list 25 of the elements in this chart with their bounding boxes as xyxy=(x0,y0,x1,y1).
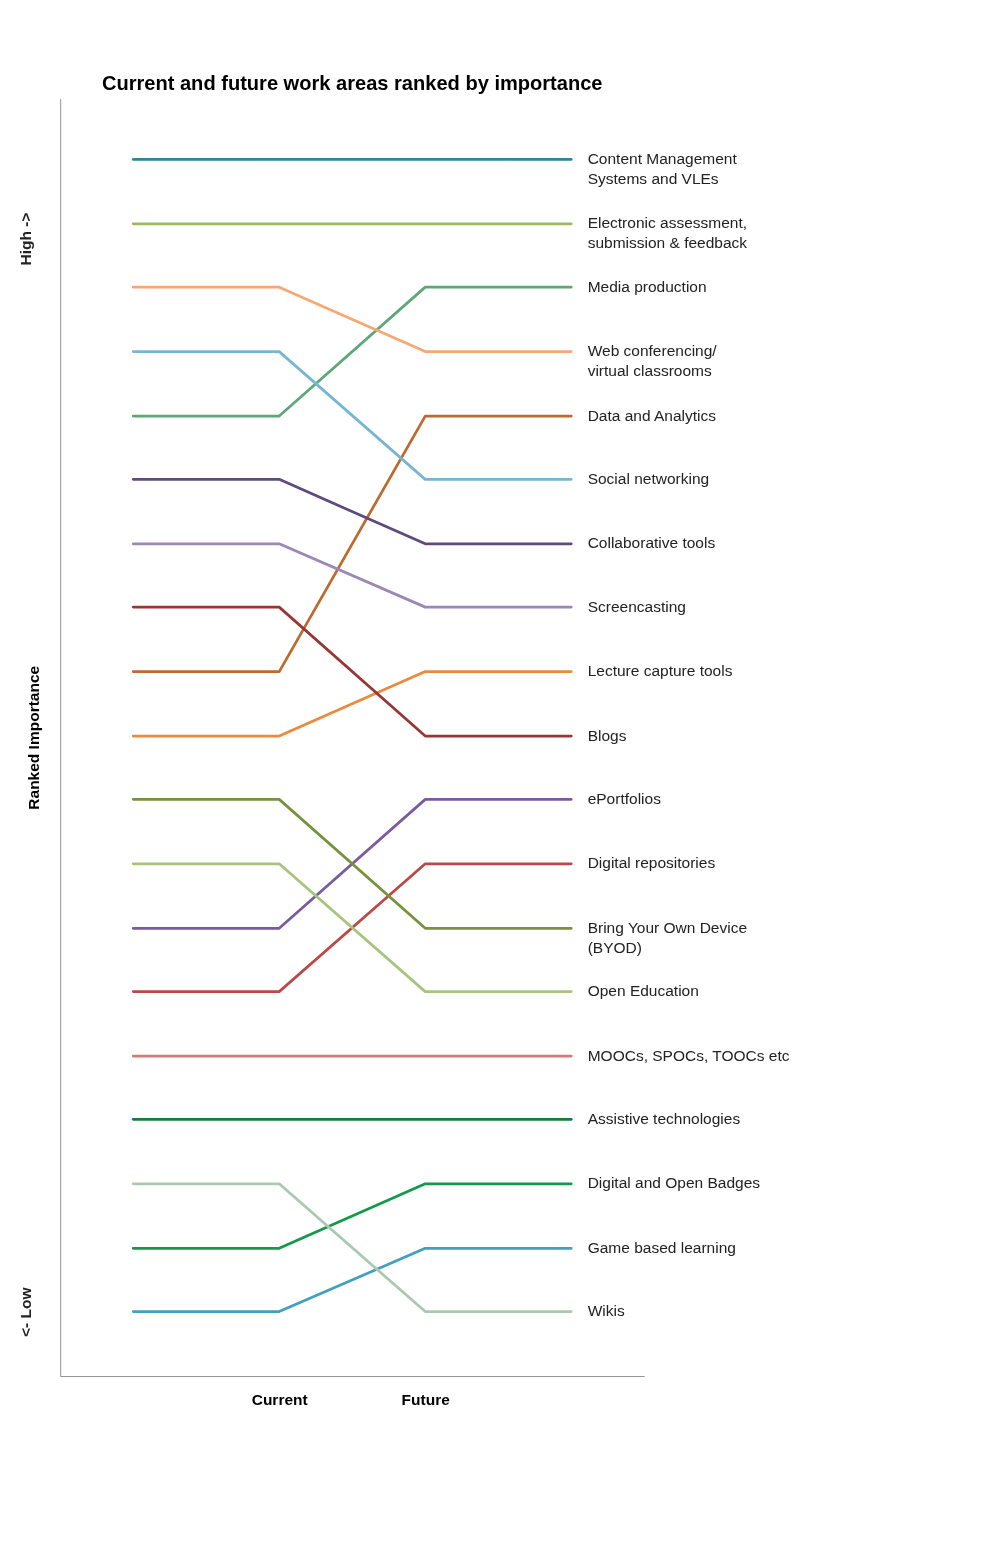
series-label: Digital repositories xyxy=(587,854,716,872)
x-tick-label: Current xyxy=(251,1390,308,1408)
series-label: Assistive technologies xyxy=(587,1109,741,1127)
text: <- Low xyxy=(17,1286,35,1337)
series-label: Bring Your Own Device (BYOD) xyxy=(587,918,748,956)
series-label: Collaborative tools xyxy=(587,534,716,552)
series-label: Media production xyxy=(587,277,707,295)
series-label: Blogs xyxy=(587,726,627,744)
series-label: Wikis xyxy=(587,1302,625,1320)
text: High -> xyxy=(17,212,35,266)
series-label: Web conferencing/ virtual classrooms xyxy=(587,342,718,380)
series-label: Screencasting xyxy=(587,597,686,615)
series-label: Open Education xyxy=(587,982,699,1000)
series-label: MOOCs, SPOCs, TOOCs etc xyxy=(587,1046,790,1064)
series-label: Digital and Open Badges xyxy=(587,1174,761,1192)
y-axis-title: Ranked Importance xyxy=(24,665,42,810)
series-label: Game based learning xyxy=(587,1238,736,1256)
series-label: Electronic assessment, submission & feedback xyxy=(587,214,748,252)
chart-title: Current and future work areas ranked by importance xyxy=(101,72,603,95)
series-label: Content Management Systems and VLEs xyxy=(587,149,738,188)
series-label: Lecture capture tools xyxy=(587,662,733,680)
series-label: Data and Analytics xyxy=(587,406,717,424)
series-label: ePortfolios xyxy=(587,789,662,807)
x-tick-label: Future xyxy=(401,1390,451,1408)
series-label: Social networking xyxy=(587,469,710,487)
